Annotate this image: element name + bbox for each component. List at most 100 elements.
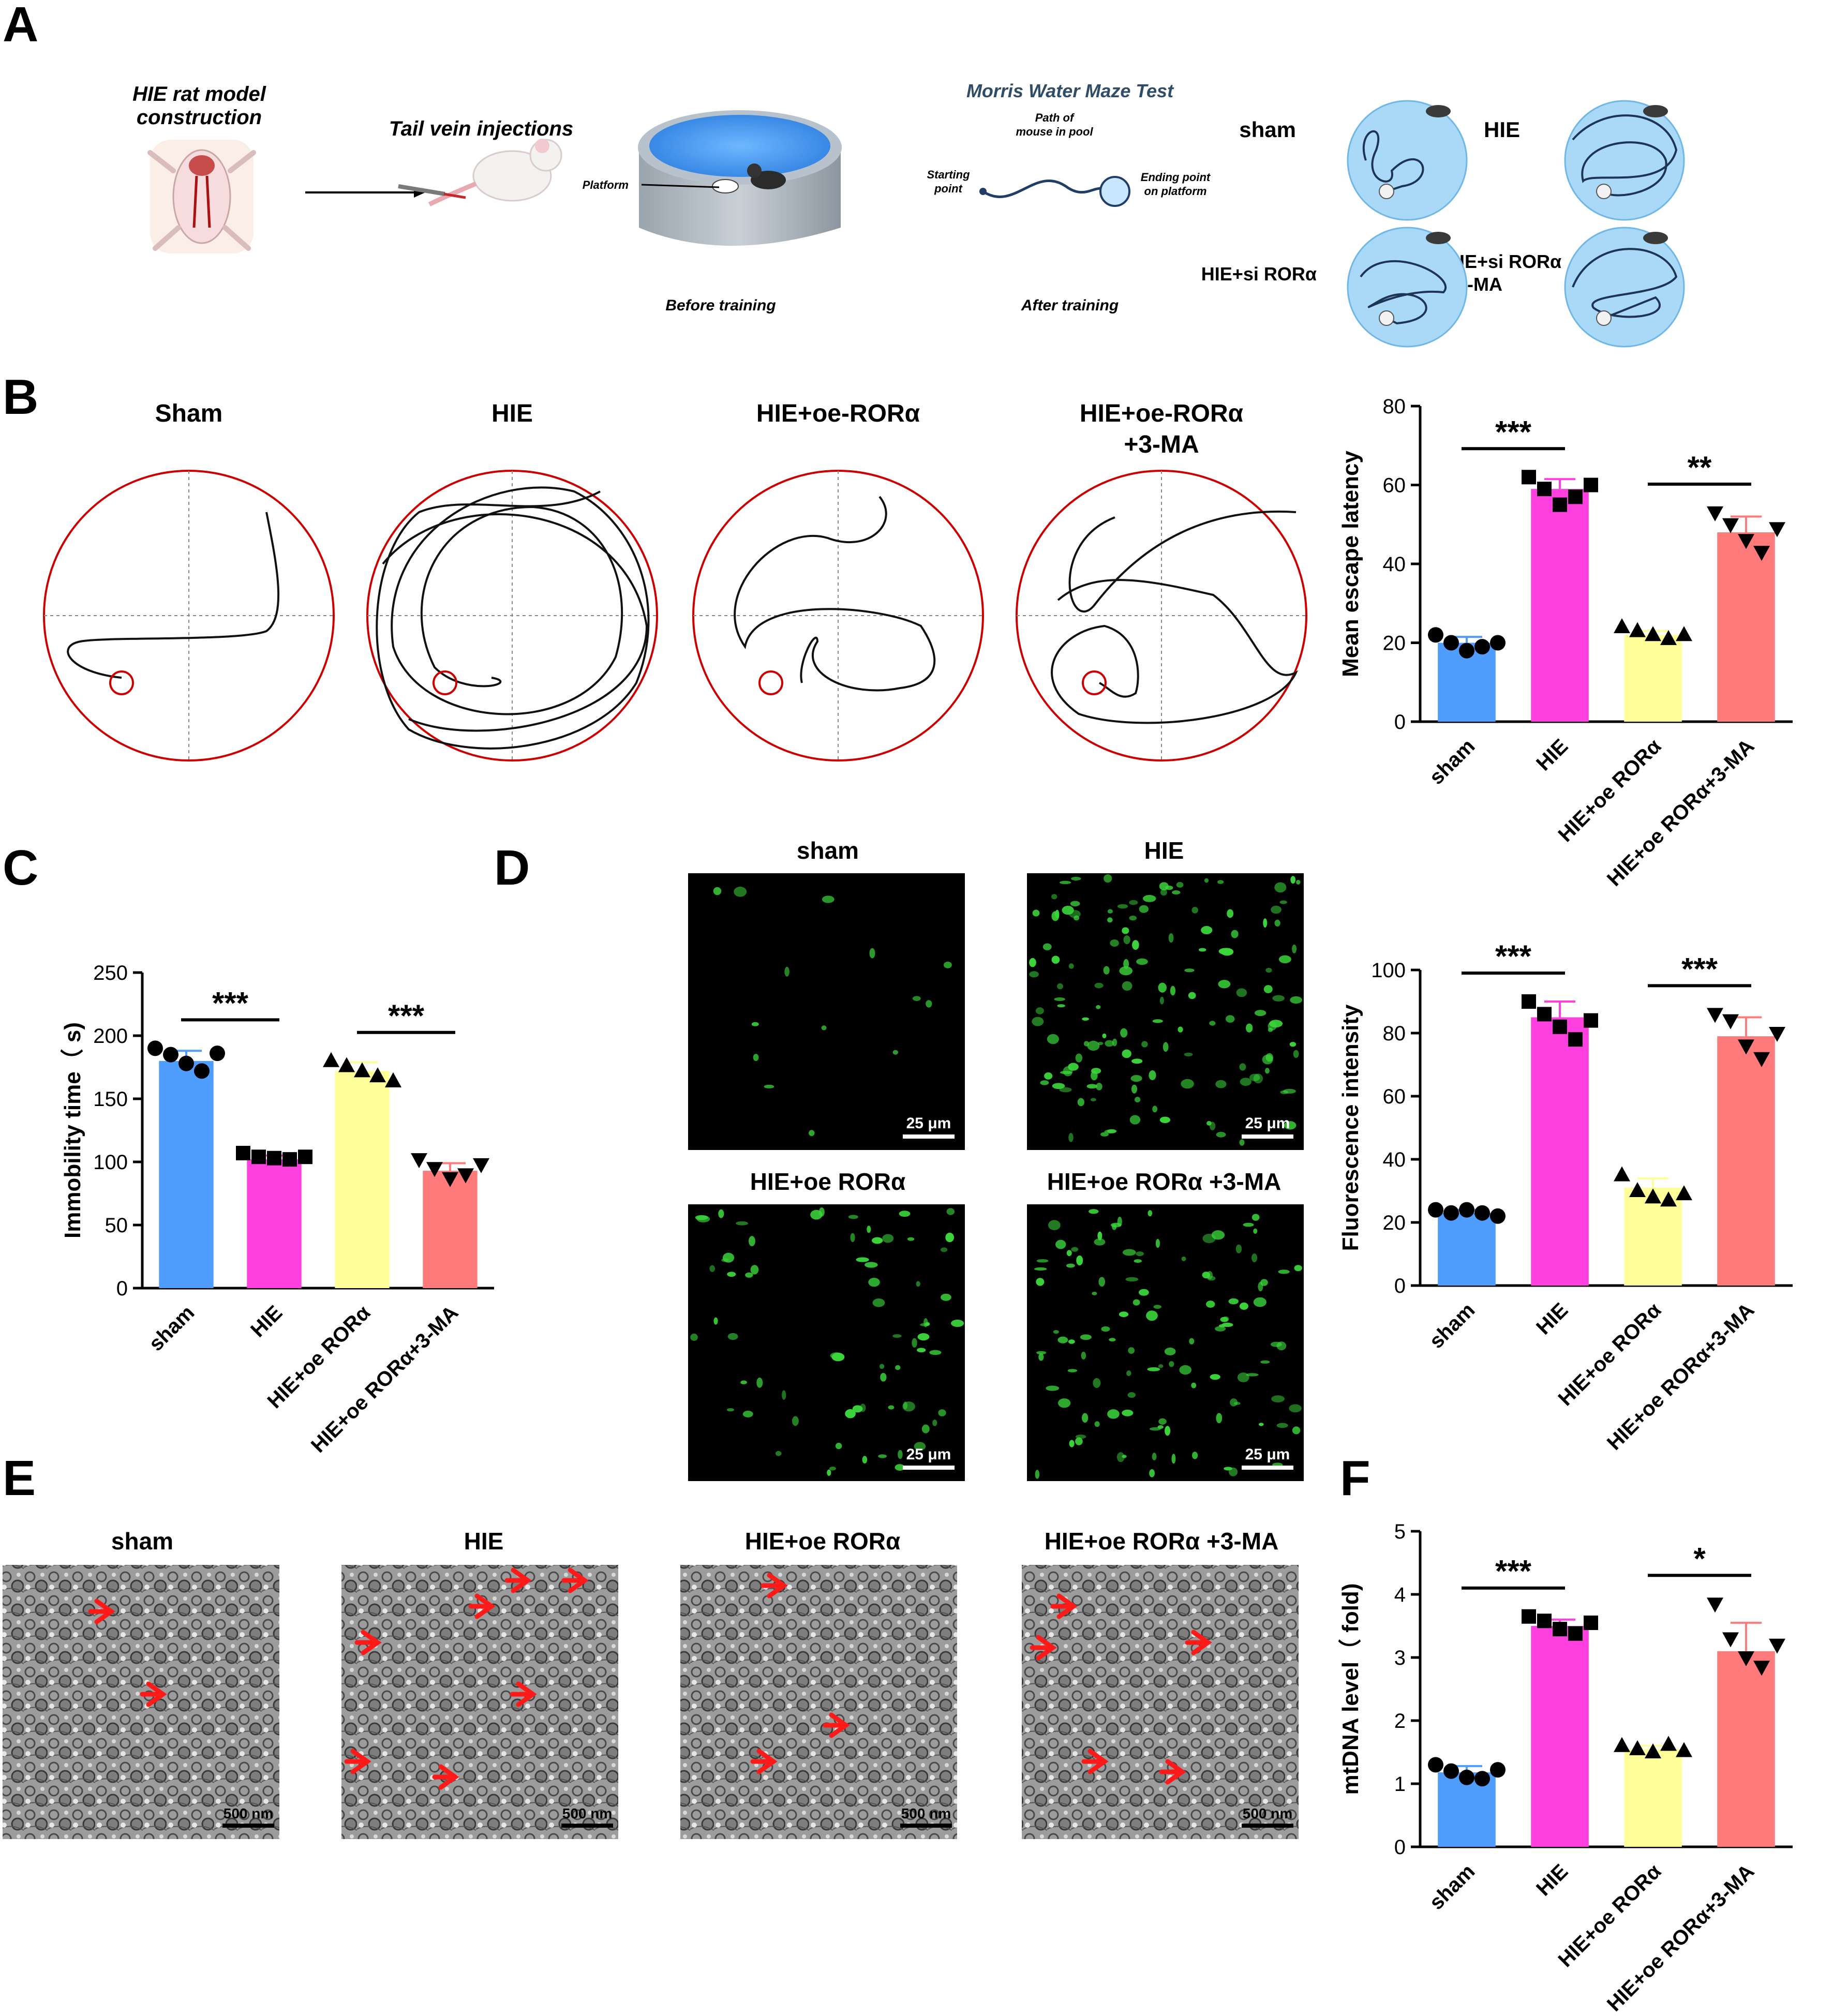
data-point — [442, 1172, 458, 1187]
tem-image: 500 nm — [1022, 1565, 1299, 1839]
data-point — [1614, 618, 1630, 633]
data-point — [1753, 546, 1770, 561]
y-tick-label: 100 — [1371, 959, 1406, 982]
trace-title-oe-3ma: HIE+oe-RORα — [1080, 400, 1244, 427]
data-point — [1459, 1769, 1474, 1785]
data-point — [1707, 506, 1723, 521]
scale-bar-label: 500 nm — [223, 1805, 274, 1821]
data-point — [1738, 1039, 1754, 1055]
panel-d-images: sham HIE HIE+oe RORα HIE+oe RORα +3-MA 2… — [688, 837, 1304, 1481]
fluorescence-image: 25 μm — [688, 873, 965, 1150]
water-maze-tank-illustration — [638, 110, 842, 246]
y-tick-label: 250 — [93, 962, 128, 984]
group-label-si: HIE+si RORα — [1201, 263, 1317, 285]
data-point — [1522, 1609, 1536, 1624]
y-tick-label: 60 — [1383, 1085, 1406, 1108]
red-arrow-icon — [1159, 1759, 1186, 1785]
tem-title-oe-3ma: HIE+oe RORα +3-MA — [1045, 1528, 1279, 1555]
y-tick-label: 3 — [1394, 1647, 1406, 1669]
y-tick-label: 50 — [105, 1214, 128, 1237]
data-point — [354, 1062, 370, 1078]
data-point — [411, 1153, 427, 1169]
red-arrow-icon — [140, 1681, 167, 1707]
x-tick-label: HIE — [246, 1301, 287, 1341]
platform-label: Platform — [583, 178, 629, 191]
data-point — [1753, 1661, 1770, 1676]
red-arrow-icon — [561, 1567, 589, 1593]
y-axis-label: Mean escape latency — [1338, 451, 1363, 677]
mini-maze-pool — [1564, 100, 1685, 221]
data-point — [1474, 639, 1490, 655]
data-point — [1474, 1205, 1490, 1221]
swim-path — [376, 486, 650, 750]
start-label-2: point — [934, 182, 963, 195]
y-tick-label: 80 — [1383, 1022, 1406, 1045]
data-point — [1443, 1763, 1459, 1779]
tem-image: 500 nm — [680, 1565, 957, 1839]
significance-label: *** — [1681, 951, 1718, 986]
red-arrow-icon — [761, 1573, 788, 1599]
scale-bar-label: 500 nm — [1243, 1805, 1293, 1821]
red-arrow-icon — [504, 1567, 532, 1593]
tem-image: 500 nm — [341, 1565, 618, 1839]
panel-b-swim-traces — [43, 470, 1307, 761]
data-point — [1459, 643, 1474, 659]
panel-a: HIE rat model construction Tail vein inj… — [132, 80, 1685, 348]
panel-letter-e: E — [3, 1451, 36, 1506]
y-tick-label: 5 — [1394, 1520, 1406, 1543]
data-point — [1553, 1622, 1567, 1637]
data-point — [1707, 1008, 1723, 1023]
red-arrow-icon — [823, 1712, 850, 1738]
group-label-si-3ma-1: HIE+si RORα — [1446, 251, 1561, 272]
scale-bar-label: 25 μm — [906, 1446, 951, 1463]
mini-maze-pool — [1564, 227, 1685, 348]
y-axis-label: Immobility time（ s) — [60, 1022, 85, 1238]
data-point — [426, 1162, 443, 1177]
data-point — [1629, 1182, 1646, 1197]
red-arrow-icon — [510, 1681, 537, 1707]
bar — [1531, 1017, 1589, 1286]
data-point — [1443, 635, 1459, 651]
data-point — [1769, 1027, 1785, 1042]
red-arrow-icon — [468, 1593, 496, 1619]
scale-bar-label: 25 μm — [1245, 1115, 1290, 1132]
platform-circle — [433, 670, 457, 695]
scale-bar — [903, 1466, 955, 1470]
y-tick-label: 4 — [1394, 1584, 1406, 1606]
panel-letter-c: C — [3, 840, 38, 895]
y-tick-label: 2 — [1394, 1710, 1406, 1733]
fluorescence-image: 25 μm — [1027, 1204, 1304, 1481]
data-point — [1584, 1013, 1598, 1028]
swim-trace-arena — [366, 470, 658, 761]
significance-label: ** — [1688, 450, 1712, 485]
data-point — [1568, 489, 1583, 504]
y-tick-label: 0 — [1394, 711, 1406, 734]
data-point — [1629, 622, 1646, 637]
tem-title-sham: sham — [111, 1528, 173, 1555]
y-tick-label: 200 — [93, 1025, 128, 1048]
data-point — [282, 1152, 297, 1167]
data-point — [1769, 522, 1785, 537]
tem-title-oe: HIE+oe RORα — [745, 1528, 901, 1555]
data-point — [1660, 630, 1677, 645]
data-point — [194, 1063, 210, 1079]
fluor-title-sham: sham — [797, 837, 859, 864]
data-point — [385, 1072, 401, 1087]
data-point — [1568, 1032, 1583, 1047]
scale-bar — [903, 1134, 955, 1139]
red-arrow-icon — [1030, 1635, 1057, 1661]
data-point — [251, 1149, 266, 1164]
red-arrow-icon — [1081, 1749, 1109, 1774]
data-point — [1537, 482, 1552, 497]
bar — [423, 1171, 478, 1288]
fluor-title-hie: HIE — [1144, 837, 1184, 864]
data-point — [1490, 635, 1506, 651]
bar — [1624, 1749, 1682, 1847]
data-point — [1428, 1757, 1443, 1773]
data-point — [1645, 1743, 1661, 1758]
y-tick-label: 0 — [1394, 1836, 1406, 1859]
panel-b-trace-titles: Sham HIE HIE+oe-RORα HIE+oe-RORα +3-MA — [155, 400, 1244, 458]
data-point — [1629, 1740, 1646, 1755]
data-point — [1722, 1014, 1739, 1029]
